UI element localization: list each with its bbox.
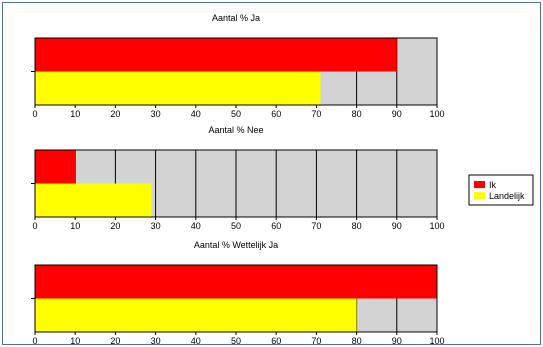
legend-label-landelijk: Landelijk: [489, 191, 525, 201]
bar-landelijk: [35, 298, 357, 332]
x-tick-label: 20: [110, 109, 120, 119]
x-tick-label: 80: [352, 221, 362, 231]
chart-1: Aantal % Ja 0 10 20 30 40 50 60 70 80 90 100: [31, 13, 445, 119]
x-tick-label: 100: [429, 109, 444, 119]
x-tick-label: 50: [231, 221, 241, 231]
charts-canvas: Aantal % Ja0 10 20 30 40 50 60 70 80 90 100Aantal …: [31, 13, 534, 344]
legend-label-ik: Ik: [489, 180, 497, 190]
chart-title: Aantal % Wettelijk Ja: [194, 240, 278, 250]
legend-swatch-landelijk: [474, 192, 485, 199]
bar-landelijk: [35, 71, 321, 105]
x-tick-label: 100: [429, 336, 444, 344]
bar-ik: [35, 150, 76, 184]
x-tick-label: 80: [352, 109, 362, 119]
x-tick-label: 0: [32, 221, 37, 231]
x-tick-label: 40: [191, 221, 201, 231]
bar-ik: [35, 38, 397, 72]
x-tick-label: 10: [70, 336, 80, 344]
x-tick-label: 60: [271, 221, 281, 231]
x-tick-label: 0: [32, 336, 37, 344]
bar-ik: [35, 265, 437, 299]
chart-title: Aantal % Nee: [208, 125, 263, 135]
x-tick-label: 70: [311, 109, 321, 119]
x-tick-label: 30: [151, 109, 161, 119]
bar-landelijk: [35, 183, 152, 217]
legend-box: [468, 174, 534, 206]
x-tick-label: 70: [311, 221, 321, 231]
x-tick-label: 50: [231, 109, 241, 119]
chart-title: Aantal % Ja: [212, 13, 260, 23]
chart-2: Aantal % Nee 0 10 20 30 40 50 60 70 80 90 100: [31, 125, 445, 231]
x-tick-label: 0: [32, 109, 37, 119]
x-tick-label: 40: [191, 109, 201, 119]
x-tick-label: 100: [429, 221, 444, 231]
x-tick-label: 80: [352, 336, 362, 344]
x-tick-label: 90: [392, 109, 402, 119]
x-tick-label: 20: [110, 221, 120, 231]
x-tick-label: 30: [151, 221, 161, 231]
x-tick-label: 70: [311, 336, 321, 344]
x-tick-label: 90: [392, 336, 402, 344]
x-tick-label: 10: [70, 109, 80, 119]
x-tick-label: 60: [271, 336, 281, 344]
x-tick-label: 30: [151, 336, 161, 344]
chart-3: Aantal % Wettelijk Ja 0 10 20 30 40 50 60 70 80 90…: [31, 240, 445, 344]
x-tick-label: 20: [110, 336, 120, 344]
x-tick-label: 10: [70, 221, 80, 231]
x-tick-label: 90: [392, 221, 402, 231]
x-tick-label: 50: [231, 336, 241, 344]
x-tick-label: 40: [191, 336, 201, 344]
x-tick-label: 60: [271, 109, 281, 119]
legend-swatch-ik: [474, 181, 485, 188]
